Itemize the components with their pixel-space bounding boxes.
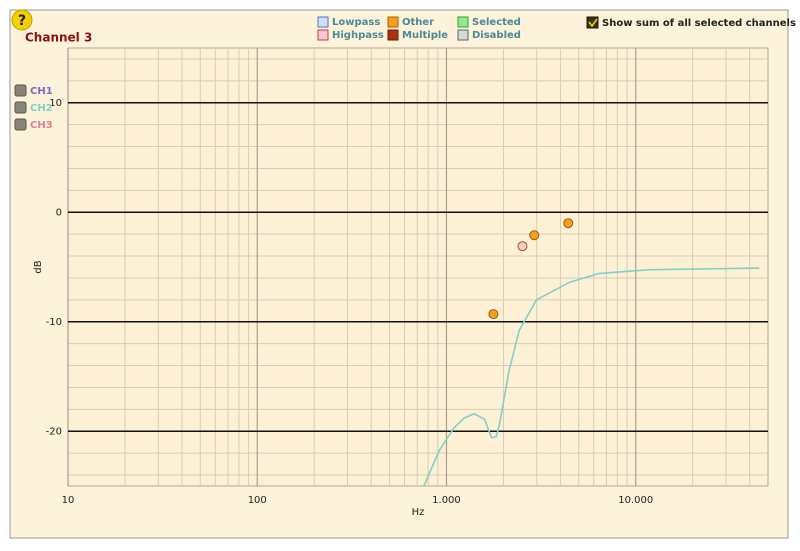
y-tick-label: 0 (56, 207, 62, 218)
legend-swatch (317, 16, 329, 28)
filter-point[interactable] (517, 241, 528, 252)
channel-title: Channel 3 (25, 31, 92, 45)
filter-point[interactable] (529, 230, 540, 241)
x-tick-label: 10.000 (618, 495, 653, 506)
x-tick-label: 100 (248, 495, 267, 506)
filter-point[interactable] (563, 218, 574, 229)
channel-toggle[interactable] (14, 101, 27, 114)
help-button[interactable] (11, 9, 33, 31)
help-icon[interactable]: ? (18, 13, 26, 29)
legend-label: Other (402, 17, 434, 28)
legend-swatch (457, 29, 469, 41)
x-tick-label: 1.000 (432, 495, 461, 506)
legend-swatch (317, 29, 329, 41)
y-axis-label: dB (33, 260, 44, 273)
legend-label: Multiple (402, 30, 448, 41)
y-tick-label: -10 (46, 317, 62, 328)
legend-label: Highpass (332, 30, 384, 41)
checkmark (588, 18, 598, 28)
legend-swatch (387, 16, 399, 28)
response-curve (423, 267, 760, 487)
x-axis-label: Hz (412, 507, 425, 518)
channel-label[interactable]: CH3 (30, 120, 53, 131)
y-tick-label: 10 (49, 98, 62, 109)
plot-area (67, 47, 769, 487)
channel-label[interactable]: CH2 (30, 103, 53, 114)
legend-label: Selected (472, 17, 521, 28)
filter-point[interactable] (488, 309, 499, 320)
checkbox[interactable] (586, 16, 599, 29)
channel-toggle[interactable] (14, 118, 27, 131)
channel-label[interactable]: CH1 (30, 86, 53, 97)
legend-label: Disabled (472, 30, 521, 41)
legend-swatch (387, 29, 399, 41)
x-tick-label: 10 (62, 495, 75, 506)
y-tick-label: -20 (46, 426, 62, 437)
legend-swatch (457, 16, 469, 28)
channel-toggle[interactable] (14, 84, 27, 97)
checkbox-label[interactable]: Show sum of all selected channels (602, 18, 796, 29)
legend-label: Lowpass (332, 17, 380, 28)
